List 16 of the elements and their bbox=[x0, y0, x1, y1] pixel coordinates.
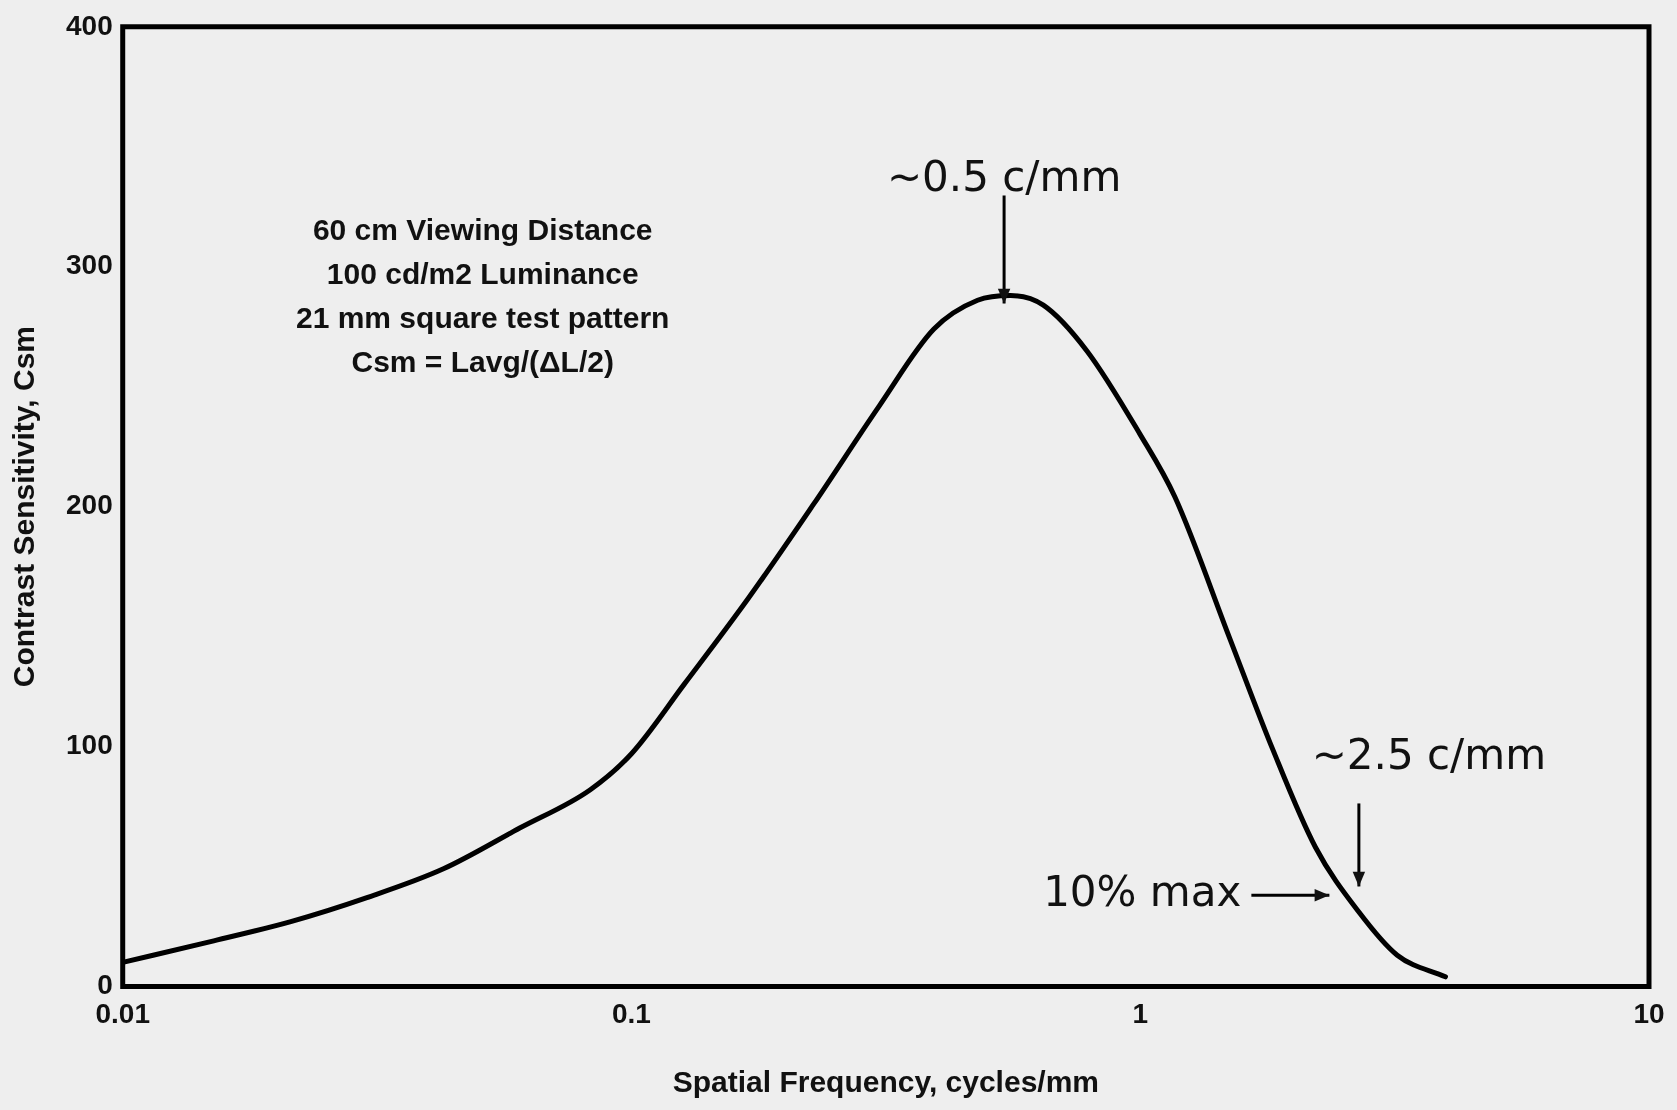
annotation: 60 cm Viewing Distance bbox=[312, 213, 653, 247]
annotation: 100 cd/m2 Luminance bbox=[326, 257, 639, 291]
annotation: 10% max bbox=[1043, 867, 1242, 917]
x-axis-title: Spatial Frequency, cycles/mm bbox=[672, 1065, 1100, 1099]
annotation: ~0.5 c/mm bbox=[886, 152, 1122, 202]
x-tick-label: 10 bbox=[1633, 997, 1665, 1029]
y-tick-label: 100 bbox=[66, 729, 113, 761]
x-tick-label: 1 bbox=[1132, 997, 1149, 1029]
y-tick-label: 400 bbox=[66, 9, 113, 41]
x-tick-label: 0.1 bbox=[612, 997, 651, 1029]
y-axis-title: Contrast Sensitivity, Csm bbox=[7, 326, 41, 688]
y-tick-label: 300 bbox=[66, 249, 113, 281]
annotation: ~2.5 c/mm bbox=[1311, 730, 1547, 780]
y-tick-label: 200 bbox=[66, 489, 113, 521]
annotation: Csm = Lavg/(ΔL/2) bbox=[351, 345, 614, 379]
annotation: 21 mm square test pattern bbox=[295, 301, 670, 335]
